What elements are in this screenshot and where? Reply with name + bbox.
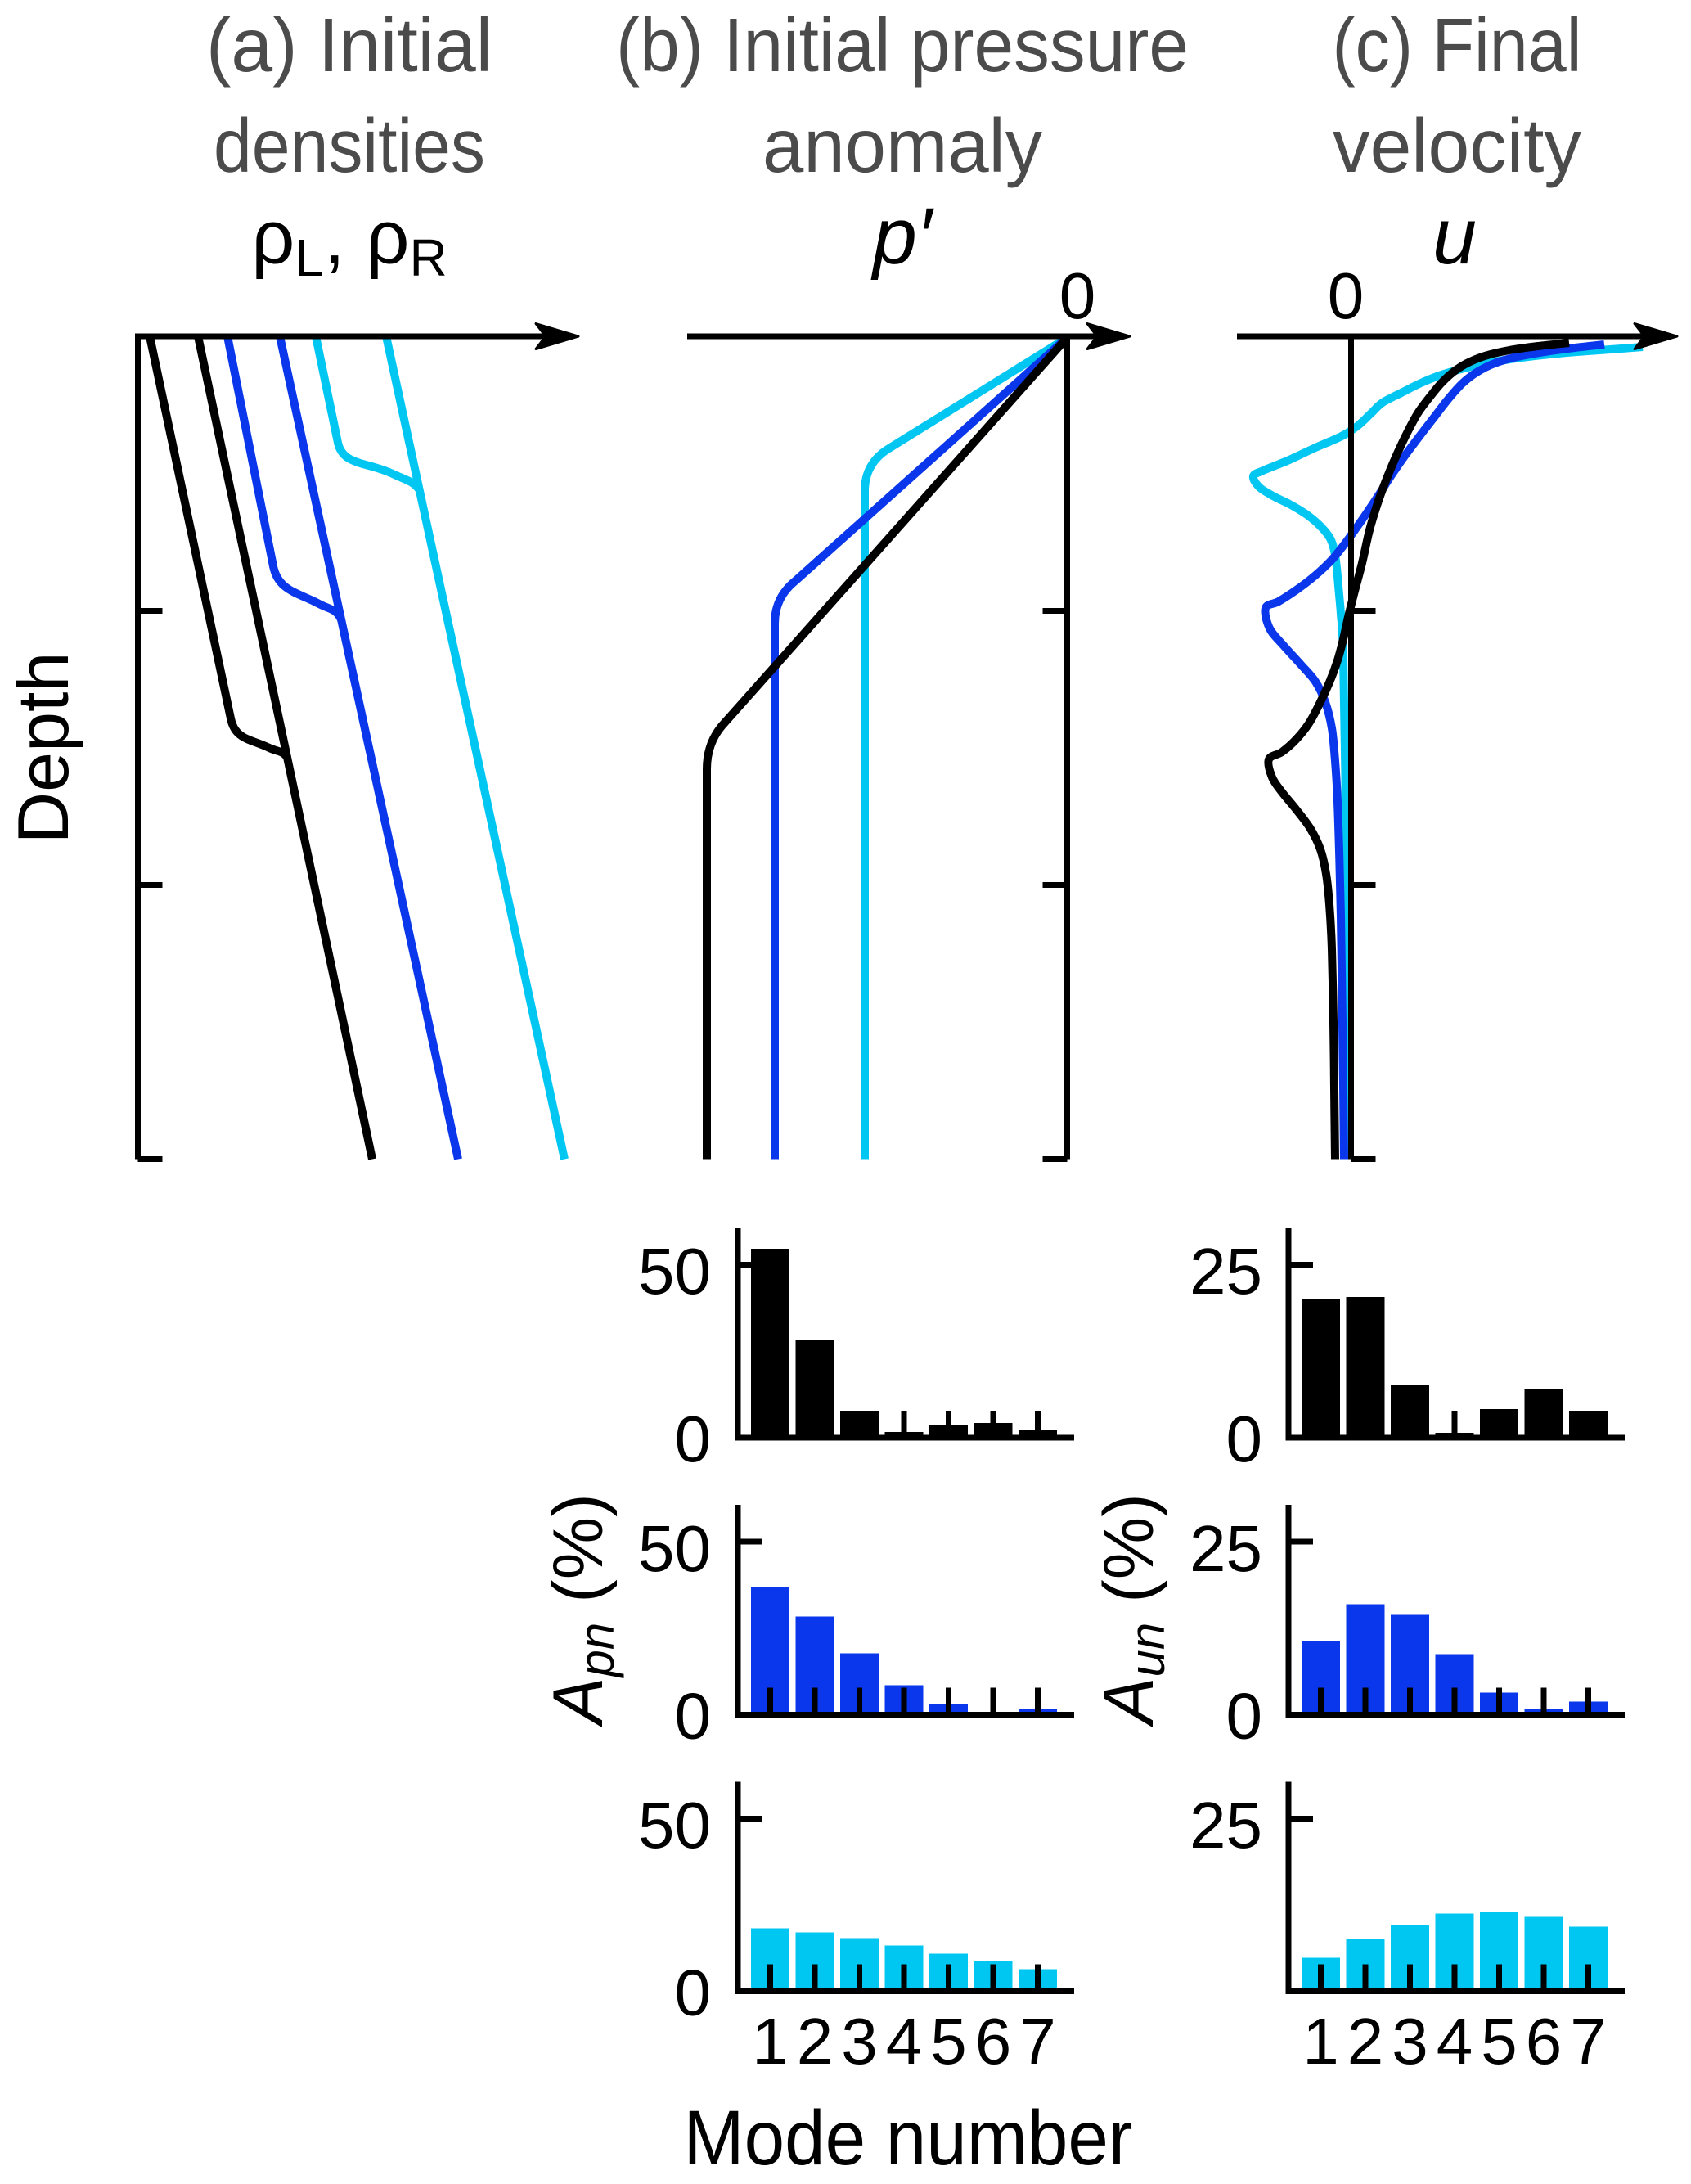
svg-text:25: 25 (1190, 1512, 1262, 1585)
svg-text:u: u (1432, 191, 1477, 281)
svg-text:7: 7 (1019, 2005, 1056, 2078)
svg-text:0: 0 (1226, 1403, 1263, 1475)
svg-text:5: 5 (1481, 2005, 1518, 2078)
svg-text:7: 7 (1570, 2005, 1607, 2078)
svg-text:0: 0 (1226, 1680, 1263, 1753)
svg-text:velocity: velocity (1333, 103, 1581, 188)
svg-text:50: 50 (638, 1789, 711, 1862)
svg-text:4: 4 (1437, 2005, 1473, 2078)
svg-text:1: 1 (752, 2005, 789, 2078)
svg-text:0: 0 (675, 1403, 712, 1475)
svg-text:Apn (%): Apn (%) (539, 1493, 624, 1728)
svg-text:p′: p′ (870, 191, 934, 281)
svg-text:densities: densities (214, 103, 485, 188)
svg-text:0: 0 (1059, 259, 1096, 332)
svg-text:(a) Initial: (a) Initial (206, 2, 492, 88)
svg-text:0: 0 (675, 1680, 712, 1753)
svg-text:anomaly: anomaly (762, 103, 1042, 188)
svg-text:3: 3 (841, 2005, 878, 2078)
svg-text:3: 3 (1392, 2005, 1428, 2078)
svg-text:2: 2 (797, 2005, 834, 2078)
svg-text:6: 6 (1526, 2005, 1563, 2078)
svg-text:(c) Final: (c) Final (1333, 2, 1582, 88)
svg-text:6: 6 (975, 2005, 1012, 2078)
svg-text:0: 0 (675, 1957, 712, 2029)
svg-text:50: 50 (638, 1235, 711, 1308)
svg-text:Mode number: Mode number (684, 2095, 1133, 2180)
svg-text:5: 5 (930, 2005, 967, 2078)
svg-text:2: 2 (1347, 2005, 1384, 2078)
svg-text:1: 1 (1302, 2005, 1339, 2078)
svg-text:0: 0 (1328, 259, 1365, 332)
svg-text:(b) Initial pressure: (b) Initial pressure (616, 2, 1189, 88)
svg-text:Aun (%): Aun (%) (1090, 1493, 1175, 1728)
svg-text:4: 4 (886, 2005, 923, 2078)
svg-text:25: 25 (1190, 1789, 1262, 1862)
svg-text:25: 25 (1190, 1235, 1262, 1308)
svg-text:50: 50 (638, 1512, 711, 1585)
svg-text:Depth: Depth (2, 652, 83, 844)
